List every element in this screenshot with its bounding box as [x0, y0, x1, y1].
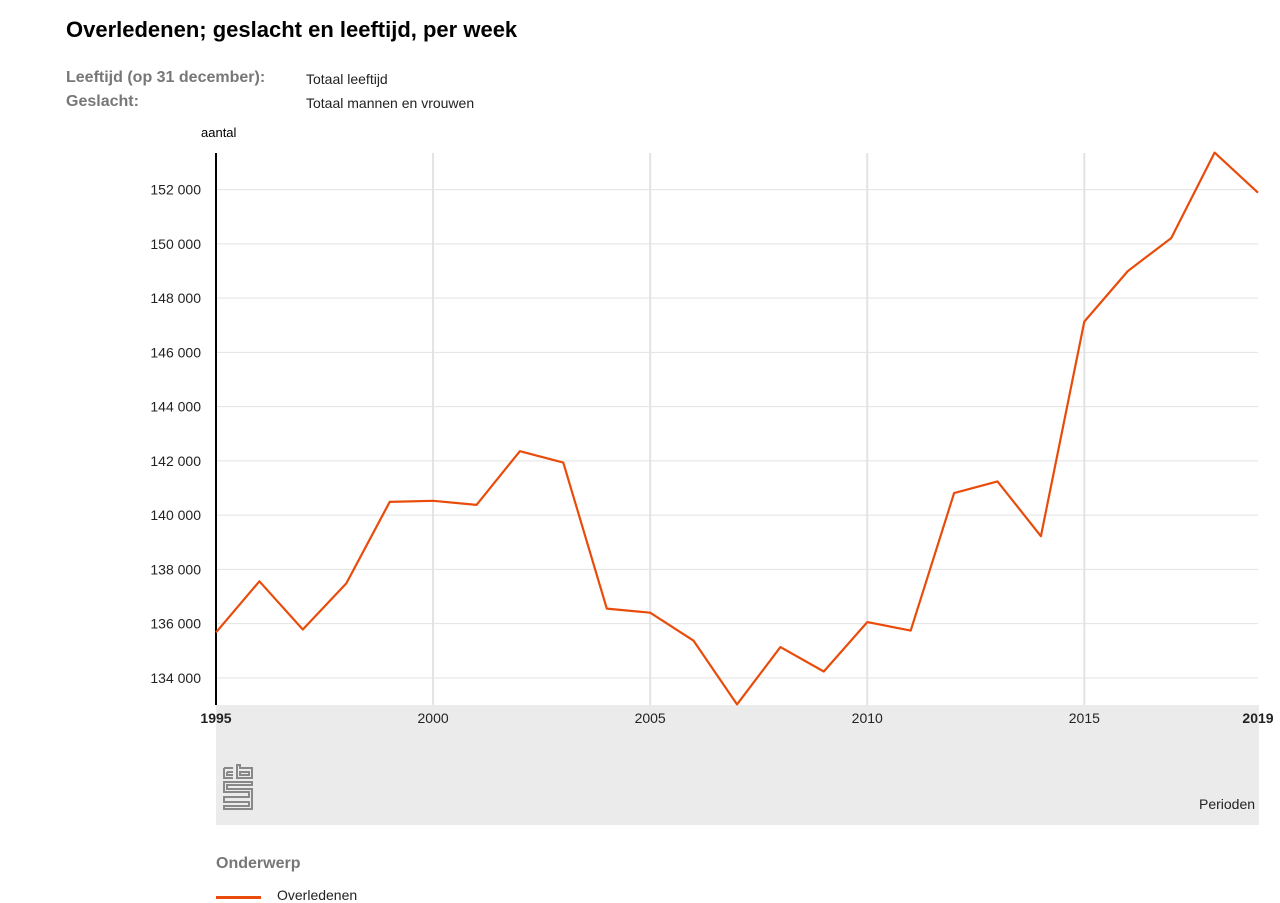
y-tick-label: 134 000 — [150, 670, 201, 686]
data-point[interactable] — [516, 447, 524, 455]
data-point[interactable] — [646, 609, 654, 617]
data-point[interactable] — [603, 605, 611, 613]
x-tick-label: 2005 — [635, 710, 666, 726]
data-point[interactable] — [429, 497, 437, 505]
data-point[interactable] — [342, 579, 350, 587]
y-axis-label: aantal — [201, 125, 237, 140]
data-point[interactable] — [212, 628, 220, 636]
data-point[interactable] — [1211, 149, 1219, 157]
y-tick-label: 142 000 — [150, 453, 201, 469]
cbs-logo-icon — [223, 764, 253, 810]
data-point[interactable] — [559, 459, 567, 467]
y-tick-label: 152 000 — [150, 182, 201, 198]
data-point[interactable] — [255, 577, 263, 585]
page-title: Overledenen; geslacht en leeftijd, per w… — [66, 17, 518, 42]
x-tick-label: 2015 — [1069, 710, 1100, 726]
data-point[interactable] — [1124, 267, 1132, 275]
y-tick-label: 136 000 — [150, 616, 201, 632]
y-tick-label: 138 000 — [150, 561, 201, 577]
y-tick-label: 148 000 — [150, 290, 201, 306]
data-point[interactable] — [820, 668, 828, 676]
data-point[interactable] — [1167, 234, 1175, 242]
y-tick-label: 146 000 — [150, 344, 201, 360]
data-point[interactable] — [733, 700, 741, 708]
legend-title: Onderwerp — [216, 855, 301, 872]
filter-label-geslacht: Geslacht: — [66, 93, 139, 110]
legend-item-overledenen[interactable]: Overledenen — [277, 887, 358, 903]
y-tick-label: 140 000 — [150, 507, 201, 523]
filter-value-leeftijd: Totaal leeftijd — [306, 71, 388, 87]
data-point[interactable] — [1037, 532, 1045, 540]
x-tick-label: 2010 — [852, 710, 883, 726]
data-point[interactable] — [299, 626, 307, 634]
data-point[interactable] — [473, 501, 481, 509]
data-point[interactable] — [386, 498, 394, 506]
data-point[interactable] — [907, 627, 915, 635]
y-tick-label: 144 000 — [150, 399, 201, 415]
data-point[interactable] — [1080, 318, 1088, 326]
data-point[interactable] — [950, 489, 958, 497]
data-point[interactable] — [690, 637, 698, 645]
data-point[interactable] — [776, 643, 784, 651]
data-point[interactable] — [1254, 189, 1262, 197]
y-tick-label: 150 000 — [150, 236, 201, 252]
series-line-overledenen — [215, 151, 1259, 706]
x-tick-label: 2000 — [418, 710, 449, 726]
filter-label-leeftijd: Leeftijd (op 31 december): — [66, 69, 266, 86]
filter-value-geslacht: Totaal mannen en vrouwen — [306, 95, 475, 111]
x-tick-label: 1995 — [200, 710, 231, 726]
legend-swatch[interactable] — [216, 896, 261, 899]
x-axis-band — [216, 705, 1259, 825]
data-point[interactable] — [863, 618, 871, 626]
x-tick-label: 2019 — [1242, 710, 1273, 726]
data-point[interactable] — [994, 477, 1002, 485]
x-axis-label: Perioden — [1199, 796, 1256, 812]
